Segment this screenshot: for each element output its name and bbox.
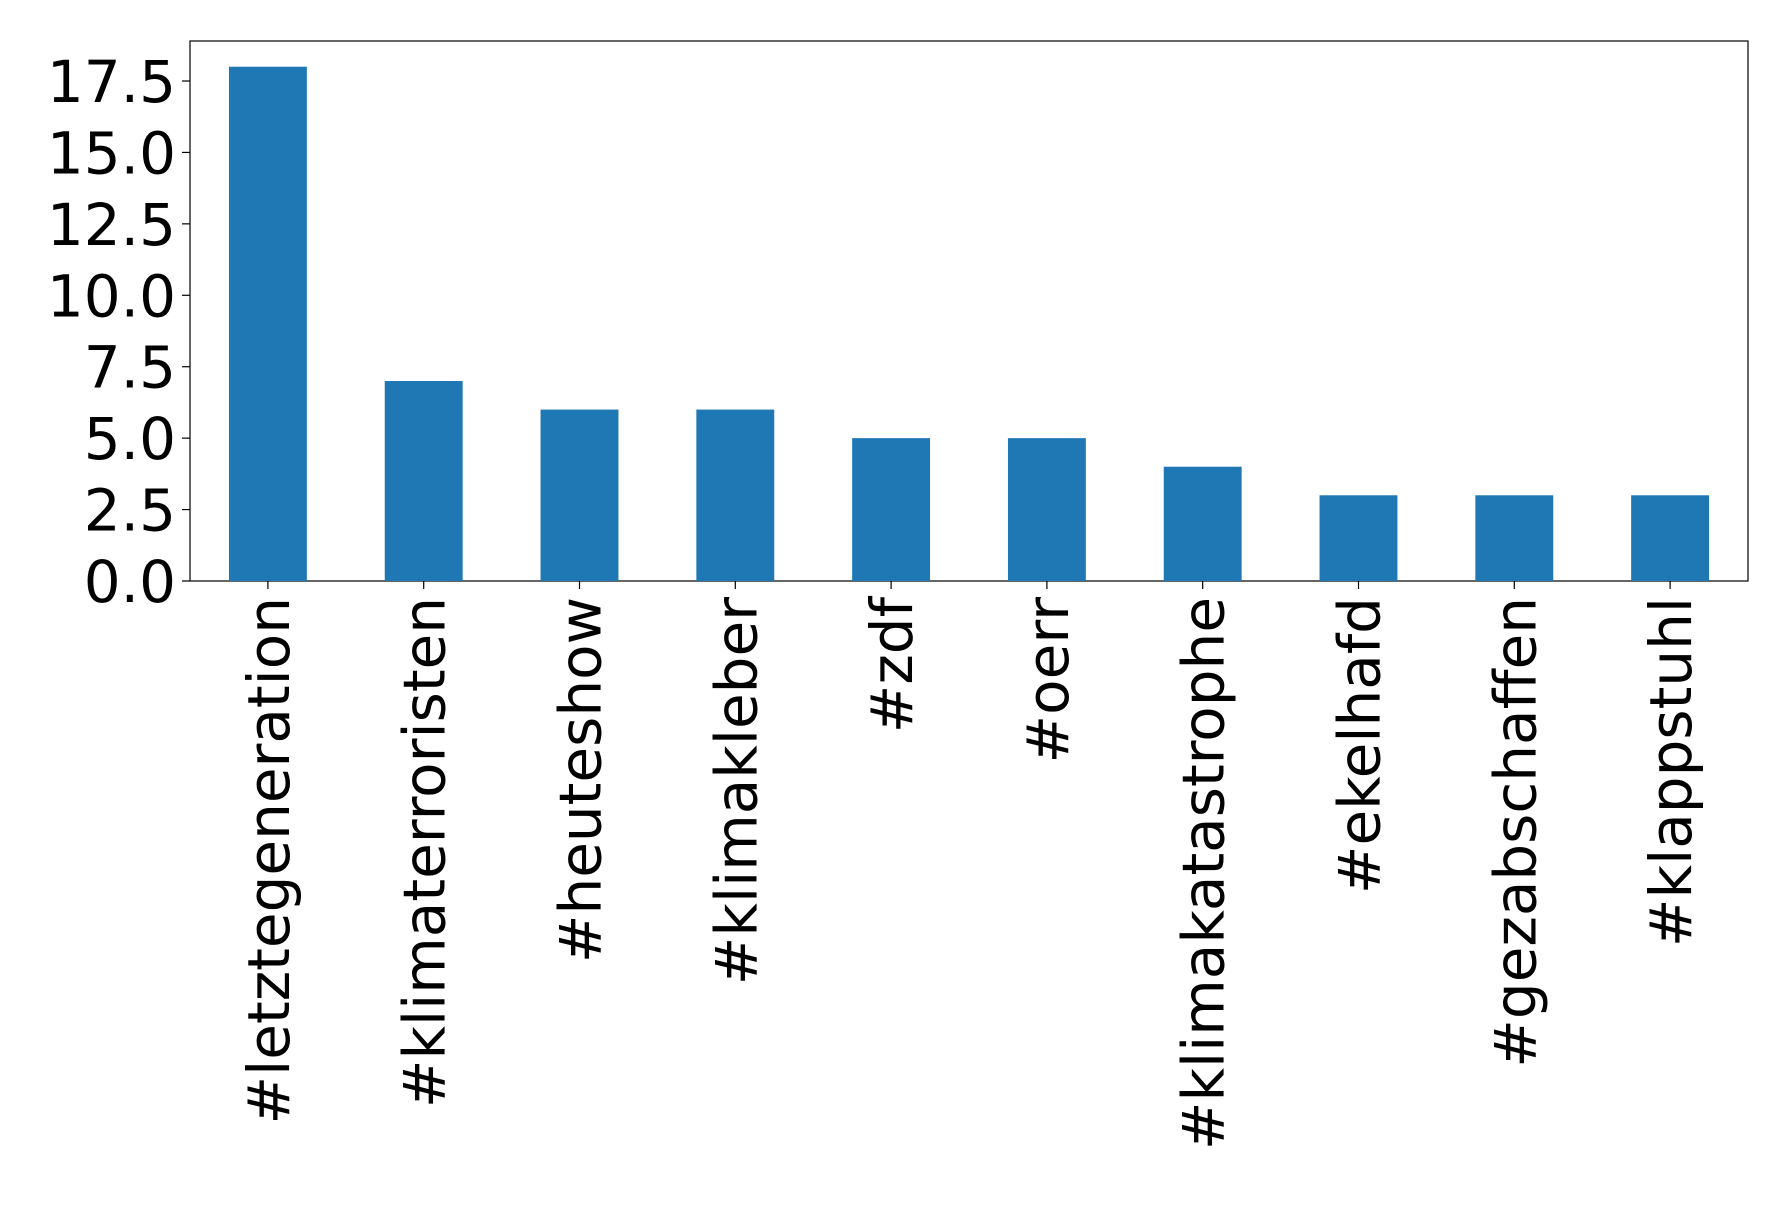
x-tick-label: #gezabschaffen <box>1481 597 1549 1068</box>
plot-frame <box>189 40 1749 582</box>
bar <box>384 381 463 581</box>
y-tick-label: 0.0 <box>84 548 176 616</box>
bar <box>852 438 931 581</box>
y-tick-label: 7.5 <box>84 334 176 402</box>
x-tick-label: #heuteshow <box>547 597 615 963</box>
x-tick-label: #klimakleber <box>702 597 770 985</box>
bar <box>696 409 775 581</box>
bar <box>1631 495 1710 581</box>
bar <box>1163 466 1242 581</box>
x-tick-label: #zdf <box>858 595 926 733</box>
x-tick-label: #ekelhafd <box>1326 597 1394 894</box>
x-tick-label: #letztegeneration <box>235 597 303 1124</box>
bar <box>540 409 619 581</box>
y-tick-label: 12.5 <box>47 191 176 259</box>
y-tick-label: 17.5 <box>47 48 176 116</box>
y-tick-label: 5.0 <box>84 405 176 473</box>
y-tick-label: 15.0 <box>47 119 176 187</box>
bar <box>228 66 307 581</box>
y-tick-label: 10.0 <box>47 262 176 330</box>
x-tick-label: #oerr <box>1014 597 1082 764</box>
bar <box>1475 495 1554 581</box>
bar <box>1007 438 1086 581</box>
y-tick-label: 2.5 <box>84 477 176 545</box>
bar <box>1319 495 1398 581</box>
x-tick-label: #klimaterroristen <box>391 597 459 1108</box>
x-tick-label: #klappstuhl <box>1637 597 1705 947</box>
x-tick-label: #klimakatastrophe <box>1170 597 1238 1150</box>
